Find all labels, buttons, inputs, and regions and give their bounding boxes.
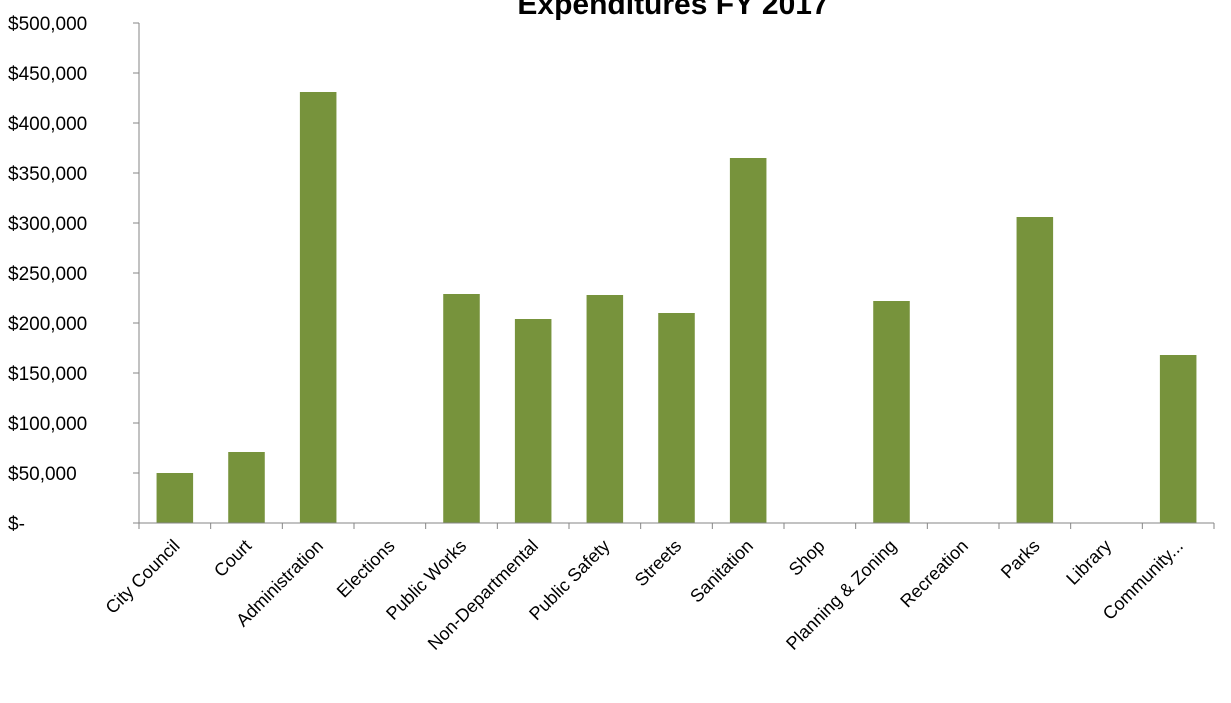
y-tick-label: $350,000 [8,164,87,185]
x-tick-label: Parks [997,536,1044,583]
bar [729,158,767,523]
bars [156,92,1197,523]
x-tick-label: City Council [102,536,184,618]
y-tick-label: $150,000 [8,364,87,385]
bar [1016,217,1054,523]
y-tick-label: $450,000 [8,64,87,85]
x-tick-label: Shop [785,536,829,580]
x-tick-label: Library [1062,536,1115,589]
y-axis: $- $50,000 $100,000 $150,000 $200,000 $250,00… [8,14,140,535]
bar [228,452,265,523]
bar [658,313,695,523]
bar [443,294,480,523]
x-tick-label: Elections [333,536,399,602]
y-tick-label: $400,000 [8,114,87,135]
x-tick-label: Sanitation [686,536,757,607]
bar [873,301,910,523]
x-tick-label: Streets [631,536,685,590]
bar [299,92,337,523]
chart-title: Expenditures FY 2017 [517,0,828,21]
x-tick-label: Court [210,536,255,581]
y-tick-label: $200,000 [8,314,87,335]
bar [1159,355,1197,523]
bar [156,473,194,523]
bar [586,295,624,523]
y-tick-label: $- [8,514,25,535]
y-tick-label: $50,000 [8,464,77,485]
y-tick-label: $100,000 [8,414,87,435]
y-tick-label: $250,000 [8,264,87,285]
y-tick-label: $500,000 [8,14,87,35]
y-tick-label: $300,000 [8,214,87,235]
x-tick-label: Recreation [896,536,972,612]
bar [514,319,552,523]
